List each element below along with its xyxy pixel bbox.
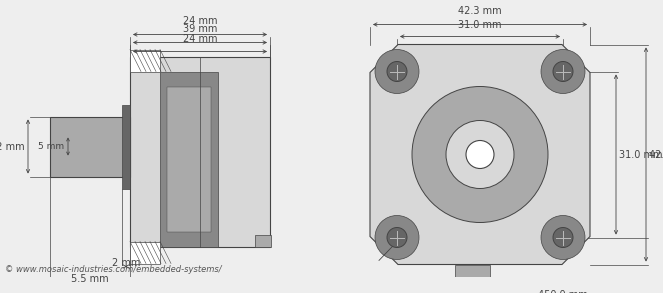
Bar: [255, 234, 271, 246]
Text: 22 mm: 22 mm: [0, 142, 25, 151]
Bar: [167, 86, 211, 231]
Bar: [160, 71, 218, 246]
Bar: [455, 265, 490, 282]
Text: 24 mm: 24 mm: [183, 33, 217, 43]
Text: 31.0 mm: 31.0 mm: [619, 149, 662, 159]
Circle shape: [541, 215, 585, 260]
Circle shape: [541, 50, 585, 93]
Circle shape: [387, 62, 407, 81]
Text: 2 mm: 2 mm: [112, 258, 140, 268]
Polygon shape: [370, 45, 590, 265]
Circle shape: [466, 141, 494, 168]
Bar: [130, 241, 160, 263]
Bar: [130, 50, 160, 71]
Circle shape: [387, 227, 407, 248]
Circle shape: [553, 62, 573, 81]
Bar: [122, 105, 130, 188]
Circle shape: [375, 50, 419, 93]
Text: © www.mosaic-industries.com/embedded-systems/: © www.mosaic-industries.com/embedded-sys…: [5, 265, 221, 273]
Text: 5.5 mm: 5.5 mm: [71, 275, 109, 285]
Text: 5 mm: 5 mm: [38, 142, 64, 151]
Circle shape: [446, 120, 514, 188]
Text: 31.0 mm: 31.0 mm: [458, 20, 502, 30]
Text: 39 mm: 39 mm: [183, 25, 217, 35]
Text: 24 mm: 24 mm: [183, 16, 217, 26]
Bar: [50, 117, 130, 176]
Text: 450.0 mm: 450.0 mm: [538, 289, 588, 293]
Text: 42.3 mm: 42.3 mm: [649, 149, 663, 159]
Circle shape: [412, 86, 548, 222]
Text: 42.3 mm: 42.3 mm: [458, 6, 502, 16]
Circle shape: [375, 215, 419, 260]
Circle shape: [553, 227, 573, 248]
Bar: [130, 57, 270, 246]
